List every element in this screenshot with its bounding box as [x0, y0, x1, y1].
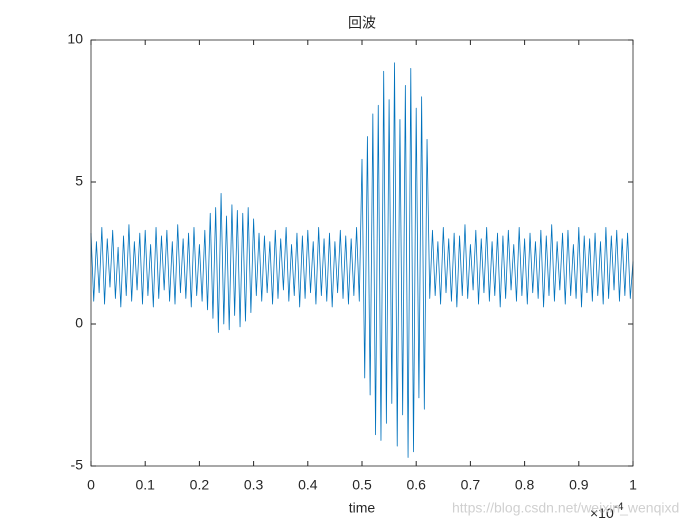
y-tick-label: -5 — [71, 457, 84, 473]
watermark: https://blog.csdn.net/weixin_wenqixd — [452, 500, 679, 516]
y-tick-label: 5 — [75, 173, 83, 189]
x-exponent-power: -4 — [614, 501, 624, 513]
x-axis-label: time — [349, 500, 376, 516]
chart-title: 回波 — [348, 15, 376, 31]
x-exponent: ×10-4 — [590, 501, 624, 521]
x-tick-label: 0.9 — [569, 477, 589, 493]
x-tick-label: 0.7 — [461, 477, 481, 493]
x-tick-label: 1 — [629, 477, 637, 493]
x-tick-label: 0.4 — [298, 477, 318, 493]
x-tick-label: 0.6 — [406, 477, 426, 493]
x-tick-label: 0.8 — [515, 477, 535, 493]
x-tick-label: 0.2 — [190, 477, 210, 493]
x-tick-label: 0.1 — [135, 477, 155, 493]
y-tick-label: 10 — [67, 31, 83, 47]
signal-line — [90, 62, 634, 458]
x-tick-label: 0 — [87, 477, 95, 493]
x-tick-label: 0.3 — [244, 477, 264, 493]
x-tick-label: 0.5 — [352, 477, 372, 493]
y-tick-label: 0 — [75, 315, 83, 331]
x-exponent-base: ×10 — [590, 505, 614, 521]
